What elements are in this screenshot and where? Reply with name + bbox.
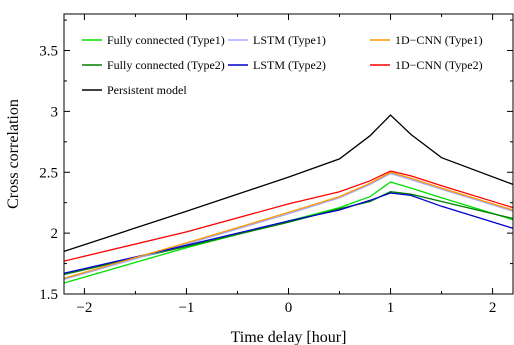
legend-label: Fully connected (Type2): [107, 58, 225, 72]
series-line-2: [63, 172, 514, 281]
legend-label: LSTM (Type2): [253, 58, 326, 72]
legend-label: Persistent model: [107, 83, 187, 97]
x-tick-label: 1: [387, 300, 395, 316]
legend-label: 1D−CNN (Type1): [395, 33, 483, 47]
y-axis-label: Cross correlation: [5, 99, 22, 209]
legend-label: 1D−CNN (Type2): [395, 58, 483, 72]
y-tick-label: 3.5: [39, 44, 58, 60]
y-tick-label: 1.5: [39, 287, 58, 303]
x-tick-label: 2: [489, 300, 497, 316]
series-line-6: [63, 114, 514, 253]
axis-tick-labels: −2 −1 0 1 2 1.5 2 2.5 3 3.5: [39, 44, 496, 316]
x-axis-label: Time delay [hour]: [231, 329, 347, 345]
series-line-1: [63, 191, 514, 276]
y-tick-label: 3: [51, 104, 59, 120]
x-tick-label: 0: [285, 300, 293, 316]
series-line-4: [63, 171, 514, 279]
x-tick-label: −1: [178, 300, 194, 316]
y-tick-label: 2: [51, 226, 59, 242]
axis-ticks: [64, 14, 513, 295]
plot-frame: [63, 13, 514, 295]
series-line-5: [63, 170, 514, 262]
series-line-0: [63, 181, 514, 284]
x-tick-label: −2: [76, 300, 92, 316]
legend-label: LSTM (Type1): [253, 33, 326, 47]
series-line-3: [63, 192, 514, 274]
legend-label: Fully connected (Type1): [107, 33, 225, 47]
series-lines: [63, 114, 514, 284]
legend: Fully connected (Type1) Fully connected (…: [82, 33, 483, 97]
y-tick-label: 2.5: [39, 165, 58, 181]
